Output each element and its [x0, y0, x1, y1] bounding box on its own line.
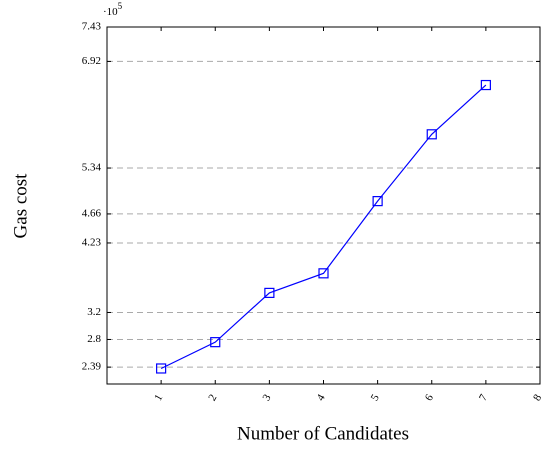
y-tick-label: 3.2 — [87, 306, 101, 318]
x-tick-label: 7 — [477, 392, 490, 403]
y-tick-label: 2.8 — [87, 333, 101, 345]
x-tick-label: 6 — [423, 392, 436, 403]
y-tick-label: 7.43 — [82, 21, 102, 33]
y-tick-label: 4.23 — [82, 236, 102, 248]
plot-frame — [106, 26, 541, 385]
marker — [372, 196, 383, 207]
x-tick-label: 2 — [206, 392, 219, 403]
marker — [210, 337, 221, 348]
x-axis-label: Number of Candidates — [237, 423, 409, 444]
marker — [480, 79, 491, 91]
y-tick-label: 5.34 — [82, 162, 102, 174]
x-tick-label: 4 — [315, 392, 328, 403]
x-tick-label: 3 — [260, 392, 273, 403]
y-axis-label: Gas cost — [10, 173, 31, 239]
x-tick-label: 8 — [531, 392, 544, 403]
y-tick-label: 2.39 — [82, 361, 102, 373]
y-tick-label: 4.66 — [82, 207, 102, 219]
line — [160, 84, 487, 370]
x-tick-label: 1 — [152, 392, 165, 403]
marker — [264, 287, 275, 298]
y-tick-label: 6.92 — [82, 55, 101, 67]
marker — [426, 129, 437, 140]
marker — [318, 268, 329, 279]
y-multiplier: ·105 — [103, 1, 123, 17]
x-tick-label: 5 — [369, 392, 382, 403]
marker — [156, 363, 167, 374]
